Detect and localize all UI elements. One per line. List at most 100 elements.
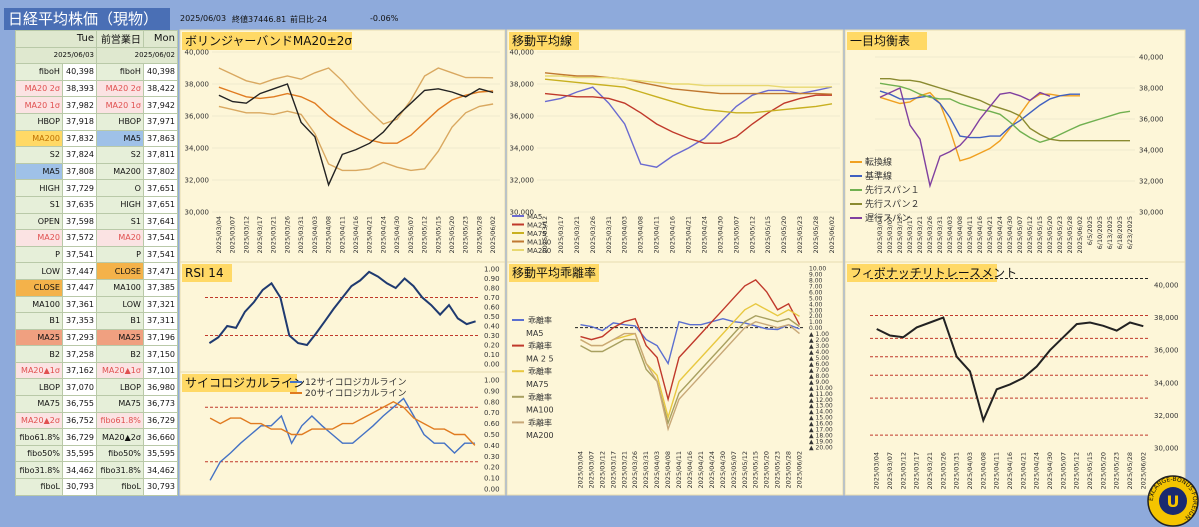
- x-tick-label: 2025/03/21: [270, 216, 278, 253]
- table-cell: 37,361: [61, 295, 97, 314]
- table-cell: 37,971: [142, 112, 179, 131]
- table-cell: 37,863: [142, 129, 179, 148]
- table-cell: 37,196: [142, 328, 179, 347]
- x-tick-label: 2025/03/31: [953, 452, 961, 489]
- table-cell: fiboL: [95, 478, 144, 496]
- x-tick-label: 2025/04/08: [664, 451, 672, 488]
- x-tick-label: 2025/03/26: [939, 452, 947, 489]
- y-tick-label: 4.00: [809, 301, 823, 308]
- table-cell: MA5: [15, 162, 63, 181]
- x-tick-label: 2025/06/02: [1076, 216, 1084, 253]
- y-tick-label: ▲ 4.00: [809, 349, 829, 356]
- x-tick-label: 2025/04/21: [366, 216, 374, 253]
- series-line: [879, 90, 1080, 139]
- x-tick-label: 2025/05/12: [741, 451, 749, 488]
- chart-title: 移動平均乖離率: [512, 265, 596, 280]
- series-line: [580, 314, 800, 426]
- y-tick-label: 0.50: [484, 313, 500, 321]
- series-line: [580, 303, 800, 420]
- chart-panel: [506, 29, 844, 263]
- x-tick-label: 2025/05/12: [748, 216, 756, 253]
- legend-label: 先行スパン２: [865, 198, 919, 210]
- y-tick-label: 32,000: [185, 177, 210, 185]
- chart-title: 移動平均線: [512, 33, 572, 48]
- x-tick-label: 2025/04/21: [986, 216, 994, 253]
- y-tick-label: 0.20: [484, 464, 500, 472]
- header-close: 終値37446.81: [232, 15, 287, 24]
- table-cell: 37,070: [61, 378, 97, 397]
- y-tick-label: ▲ 5.00: [809, 355, 829, 362]
- y-tick-label: 0.70: [484, 294, 500, 302]
- table-row: MA75 36,755 MA75 36,773: [15, 395, 179, 413]
- x-tick-label: 2025/03/21: [926, 452, 934, 489]
- x-tick-label: 2025/05/07: [730, 451, 738, 488]
- y-tick-label: 34,000: [1139, 147, 1164, 155]
- x-tick-label: 2025/04/11: [993, 452, 1001, 489]
- y-tick-label: 0.50: [484, 431, 500, 439]
- table-cell: CLOSE: [95, 262, 144, 280]
- x-tick-label: 2025/04/03: [653, 451, 661, 488]
- table-cell: 35,595: [61, 444, 97, 463]
- x-tick-label: 2025/04/08: [979, 452, 987, 489]
- x-tick-label: 2025/04/16: [352, 216, 360, 253]
- x-tick-label: 2025/05/20: [448, 216, 456, 253]
- legend-label: MA5: [527, 213, 542, 221]
- legend-label: MA100: [527, 239, 551, 247]
- y-tick-label: ▲ 13.00: [809, 403, 833, 410]
- table-row: S1 37,635 HIGH 37,651: [15, 195, 179, 214]
- y-tick-label: 40,000: [1139, 54, 1164, 62]
- x-tick-label: 2025/03/31: [642, 451, 650, 488]
- chart-title: サイコロジカルライン: [185, 376, 305, 390]
- y-tick-label: 0.70: [484, 409, 500, 417]
- legend-label: 転換線: [865, 156, 892, 168]
- table-cell: B1: [95, 312, 144, 330]
- y-tick-label: ▲ 18.00: [809, 433, 833, 440]
- y-tick-label: ▲ 6.00: [809, 361, 829, 368]
- x-tick-label: 2025/05/28: [785, 451, 793, 488]
- y-tick-label: 34,000: [1154, 379, 1179, 387]
- x-tick-label: 2025/03/17: [557, 216, 565, 253]
- y-tick-label: 0.30: [484, 453, 500, 461]
- chart-title: RSI 14: [185, 266, 224, 280]
- table-cell: 37,162: [61, 361, 97, 380]
- table-cell: fiboH: [95, 63, 144, 81]
- x-tick-label: 2025/05/20: [763, 451, 771, 488]
- legend-label: MA100: [526, 406, 554, 415]
- table-cell: 37,918: [61, 112, 97, 131]
- chart-title: フィボナッチリトレースメント: [850, 266, 1017, 280]
- x-tick-label: 2025/05/28: [812, 216, 820, 253]
- chart-title: ボリンジャーバンドMA20±2σ: [185, 34, 352, 48]
- table-cell: 34,462: [142, 461, 179, 480]
- chart-title-box: [182, 32, 352, 50]
- x-tick-label: 2025/05/12: [421, 216, 429, 253]
- legend-label: 乖離率: [528, 341, 552, 351]
- y-tick-label: ▲ 10.00: [809, 385, 833, 392]
- table-row: MA20 1σ 37,982 MA20 1σ 37,942: [15, 96, 179, 114]
- table-cell: MA25: [95, 328, 144, 347]
- table-row: fibo31.8% 34,462 fibo31.8% 34,462: [15, 461, 179, 480]
- x-tick-label: 2025/03/31: [605, 216, 613, 253]
- header-pct: -0.06%: [370, 14, 399, 23]
- table-cell: MA20▲2σ: [95, 428, 144, 446]
- table-cell: 37,258: [61, 345, 97, 363]
- y-tick-label: 0.10: [484, 351, 500, 359]
- x-tick-label: 2025/03/04: [873, 452, 881, 489]
- x-tick-label: 2025/03/04: [876, 216, 884, 253]
- table-row: HBOP 37,918 HBOP 37,971: [15, 112, 179, 131]
- chart-title-box: [182, 264, 232, 282]
- x-tick-label: 2025/04/16: [1006, 452, 1014, 489]
- table-cell: 37,447: [61, 262, 97, 280]
- table-cell: 37,353: [61, 312, 97, 330]
- table-cell: MA100: [95, 278, 144, 297]
- legend-label: 乖離率: [528, 392, 552, 402]
- y-tick-label: ▲ 7.00: [809, 367, 829, 374]
- x-tick-label: 6/13/2025: [1106, 216, 1114, 249]
- y-tick-label: 40,000: [185, 49, 210, 57]
- series-line: [545, 75, 833, 88]
- table-cell: 37,447: [61, 278, 97, 297]
- y-tick-label: 0.90: [484, 275, 500, 283]
- x-tick-label: 2025/03/21: [620, 451, 628, 488]
- series-line: [879, 87, 1051, 189]
- y-tick-label: 0.40: [484, 323, 500, 331]
